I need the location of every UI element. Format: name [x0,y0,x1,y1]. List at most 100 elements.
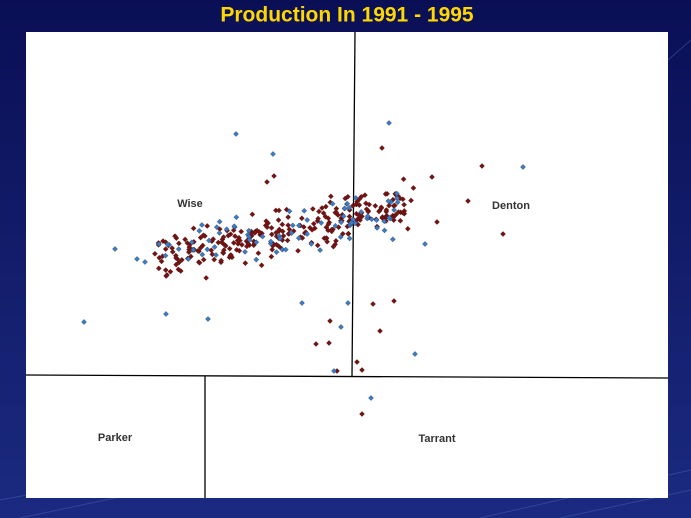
well-marker [255,250,262,257]
well-marker [338,324,344,330]
well-marker [363,200,369,207]
well-marker [377,328,383,334]
well-marker [313,341,319,347]
well-marker [394,199,401,206]
well-marker [376,208,382,215]
well-marker [353,195,359,201]
well-marker [233,214,240,221]
well-marker [175,246,182,252]
well-marker [329,200,336,207]
well-marker [401,201,407,208]
well-marker [244,243,250,250]
well-marker [359,411,365,417]
well-marker [156,241,162,247]
well-marker [318,220,324,226]
well-marker [185,256,192,262]
well-marker [330,243,337,250]
well-marker [199,222,205,228]
well-marker [323,235,330,241]
well-marker [248,230,255,237]
well-marker [327,318,333,324]
well-marker [189,239,195,246]
well-marker [285,214,291,220]
well-marker [279,221,286,228]
well-marker [312,225,318,232]
well-marker [283,206,290,213]
well-marker [370,301,376,307]
well-marker [500,231,506,237]
well-marker [220,234,227,240]
well-marker [205,316,211,322]
well-marker [227,231,234,237]
well-marker [213,224,220,230]
well-marker [383,207,390,213]
well-marker [333,238,339,244]
well-marker [238,228,245,235]
well-marker [429,174,435,180]
well-marker [332,223,339,229]
well-marker [341,205,348,212]
well-marker [385,198,392,204]
well-marker [381,218,388,225]
well-marker [366,201,373,208]
well-marker [152,250,158,257]
well-marker [289,222,296,229]
well-marker [237,237,243,244]
well-marker [342,195,349,202]
well-marker [400,176,407,182]
well-marker [299,215,305,222]
well-marker [199,251,206,258]
title: Production In 1991 - 1995 [220,4,474,27]
well-marker [233,247,240,253]
well-marker [410,185,417,191]
well-marker [267,238,274,245]
well-marker [216,218,223,225]
well-marker [328,193,334,200]
well-marker [401,208,408,214]
well-marker [340,213,347,220]
well-marker [164,272,170,278]
well-marker [323,224,330,231]
well-marker [325,215,332,222]
well-marker [182,236,188,243]
well-marker [286,208,293,215]
well-marker [190,225,197,232]
well-marker [211,244,218,250]
well-marker [276,207,282,214]
well-marker [253,256,260,263]
well-marker [162,246,169,252]
well-marker [223,226,230,233]
well-marker [253,239,260,246]
well-marker [368,395,374,401]
well-marker [319,205,325,211]
well-marker [333,205,340,212]
well-marker [394,190,400,197]
well-marker [175,266,182,273]
well-marker [225,232,232,239]
well-marker [203,275,209,281]
well-marker [231,223,238,230]
well-marker [242,260,249,266]
well-marker [158,258,165,265]
well-marker [382,191,389,197]
well-marker [296,235,302,241]
county-label: Parker [98,432,133,444]
well-marker [200,256,207,263]
well-marker [372,203,379,209]
well-marker [412,351,418,357]
well-marker [363,206,370,212]
well-marker [304,217,311,223]
well-marker [273,249,280,255]
well-marker [310,220,317,227]
well-marker [345,300,351,306]
well-marker [408,197,414,204]
well-marker [304,231,310,237]
well-marker [391,298,397,304]
well-marker [169,245,175,251]
well-marker [288,230,295,236]
county-label: Tarrant [418,433,455,445]
well-marker [391,207,397,213]
well-marker [310,206,316,212]
well-marker [173,255,179,261]
